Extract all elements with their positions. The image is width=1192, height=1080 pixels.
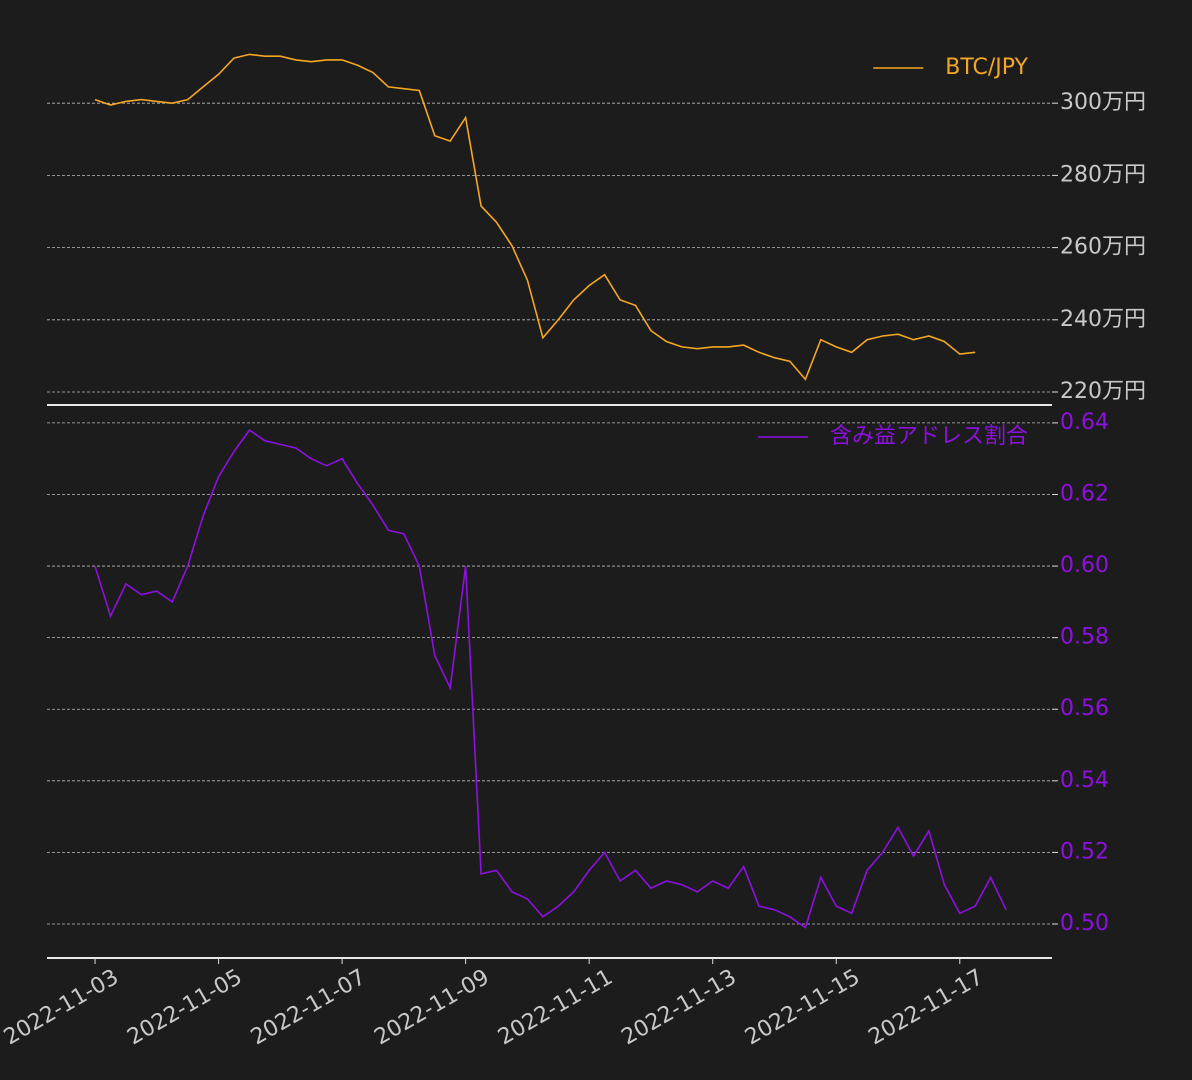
y-tick-label: 260万円 bbox=[1060, 235, 1146, 260]
y-tick-label: 0.52 bbox=[1060, 839, 1109, 864]
y-tick-label: 0.60 bbox=[1060, 553, 1109, 578]
data-line bbox=[94, 428, 1007, 929]
y-tick-label: 0.54 bbox=[1060, 768, 1109, 793]
data-line bbox=[94, 53, 976, 381]
legend-label: 含み益アドレス割合 bbox=[830, 424, 1028, 449]
y-tick-label: 0.50 bbox=[1060, 911, 1109, 936]
y-tick-label: 240万円 bbox=[1060, 307, 1146, 332]
y-tick-label: 280万円 bbox=[1060, 162, 1146, 187]
y-tick-label: 0.56 bbox=[1060, 696, 1109, 721]
legend-label: BTC/JPY bbox=[945, 55, 1028, 80]
y-tick-label: 220万円 bbox=[1060, 379, 1146, 404]
y-tick-label: 300万円 bbox=[1060, 90, 1146, 115]
y-tick-label: 0.62 bbox=[1060, 481, 1109, 506]
y-tick-label: 0.64 bbox=[1060, 410, 1109, 435]
y-tick-label: 0.58 bbox=[1060, 625, 1109, 650]
